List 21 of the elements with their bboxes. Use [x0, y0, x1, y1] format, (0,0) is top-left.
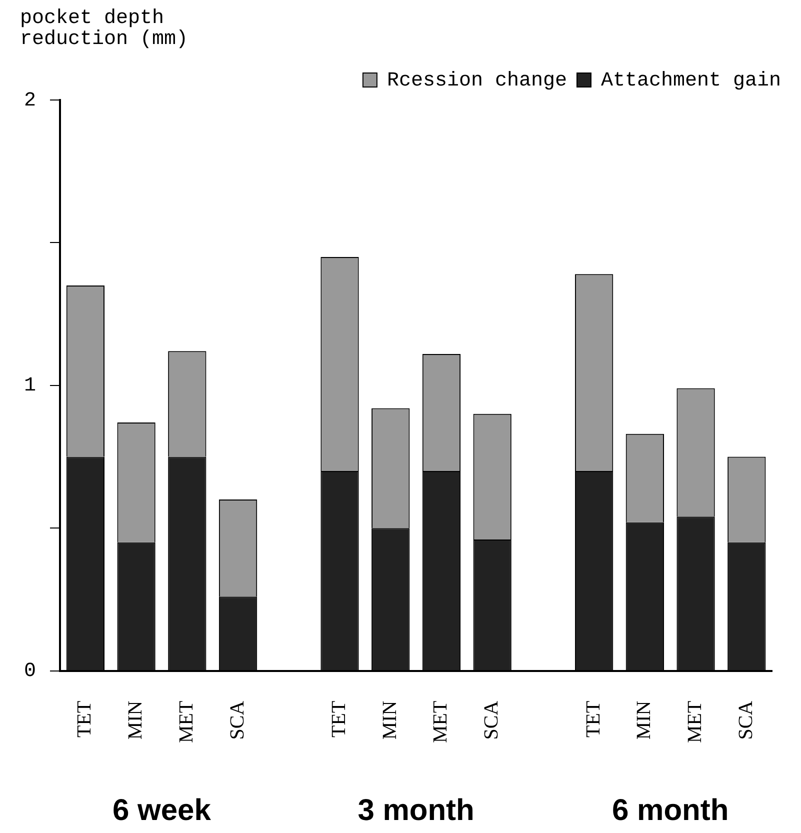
- x-tick-label: SCA: [734, 700, 757, 740]
- x-tick-label: SCA: [226, 700, 248, 740]
- legend-label: Rcession change: [386, 69, 567, 92]
- x-tick-label: SCA: [480, 700, 503, 740]
- y-axis-title: pocket depth reduction (mm): [20, 7, 190, 51]
- text: 3 month: [358, 794, 474, 827]
- y-tick-label: 1: [24, 374, 36, 398]
- x-tick-label: MIN: [124, 700, 147, 740]
- legend-label: Attachment gain: [600, 69, 781, 92]
- text: 6 week: [112, 794, 212, 827]
- x-tick-label: MET: [430, 700, 452, 743]
- y-tick-label: 0: [24, 660, 36, 684]
- y-tick-label: 2: [24, 89, 36, 112]
- x-tick-label: MIN: [378, 700, 401, 740]
- x-tick-label: MIN: [633, 700, 656, 740]
- text: 6 month: [612, 794, 729, 827]
- x-tick-label: TET: [74, 700, 96, 738]
- x-tick-label: TET: [582, 700, 604, 738]
- x-tick-label: MET: [175, 700, 198, 743]
- x-tick-label: TET: [328, 700, 350, 738]
- x-tick-label: MET: [684, 700, 706, 743]
